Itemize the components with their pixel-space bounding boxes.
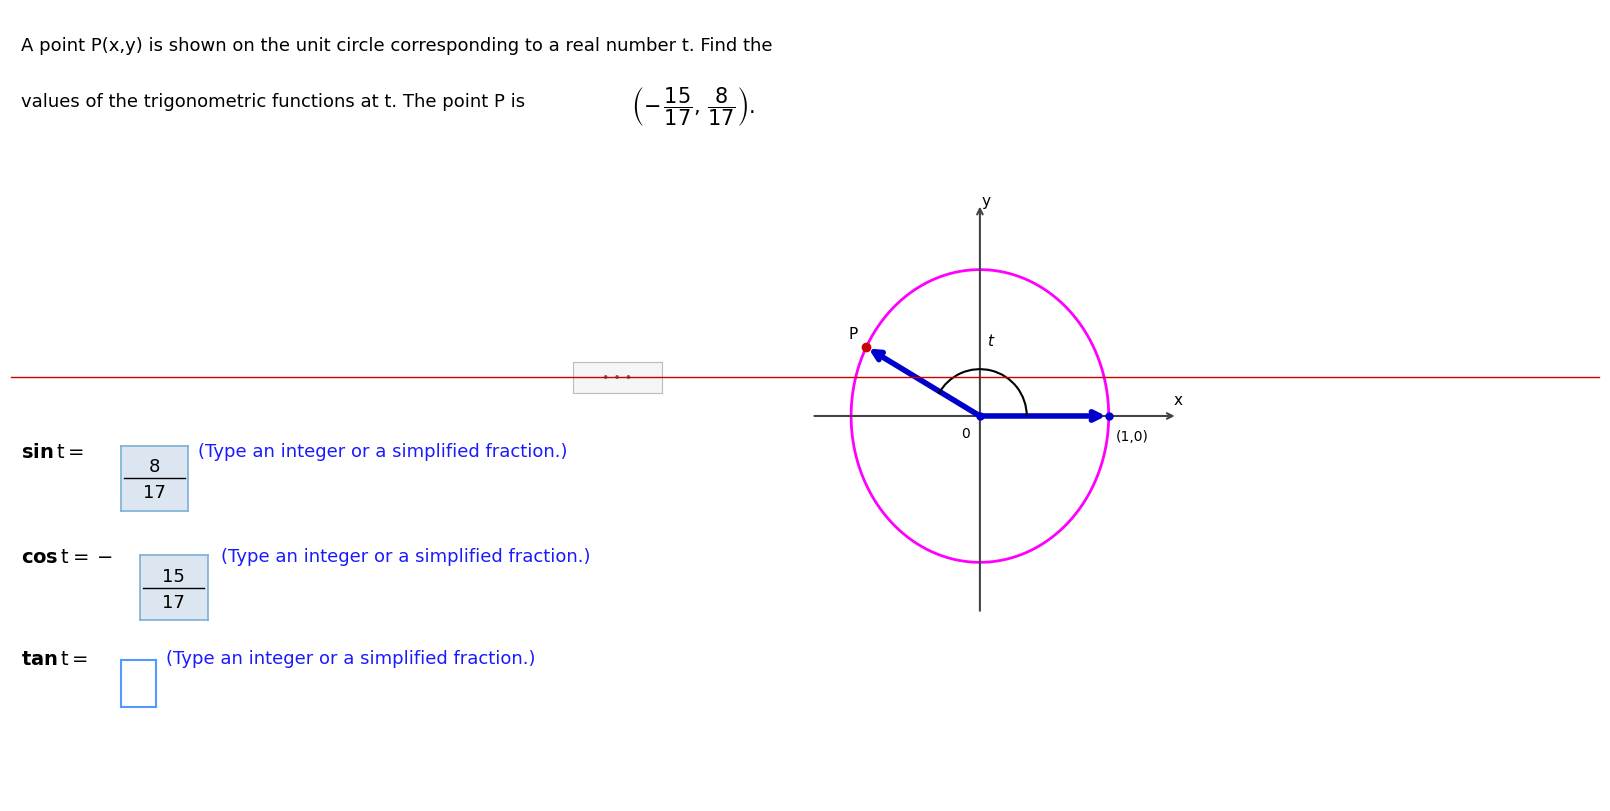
Text: t: t [987,334,993,349]
Text: $\mathbf{cos}$$\,\mathrm{t} = -$: $\mathbf{cos}$$\,\mathrm{t} = -$ [21,547,113,566]
Text: (Type an integer or a simplified fraction.): (Type an integer or a simplified fractio… [166,649,536,667]
Text: values of the trigonometric functions at t. The point P is: values of the trigonometric functions at… [21,93,525,111]
Text: 17: 17 [143,484,166,502]
Text: • • •: • • • [602,371,633,384]
Text: (1,0): (1,0) [1116,430,1150,444]
Text: 0: 0 [961,427,969,440]
Text: 17: 17 [163,594,185,611]
Text: y: y [980,194,990,209]
Text: A point P(x,y) is shown on the unit circle corresponding to a real number t. Fin: A point P(x,y) is shown on the unit circ… [21,36,773,54]
Text: 8: 8 [148,458,161,476]
Text: (Type an integer or a simplified fraction.): (Type an integer or a simplified fractio… [221,547,591,565]
Text: (Type an integer or a simplified fraction.): (Type an integer or a simplified fractio… [198,442,568,460]
Text: $\mathbf{sin}$$\,\mathrm{t} =$: $\mathbf{sin}$$\,\mathrm{t} =$ [21,442,84,461]
Text: $\left( -\,\dfrac{15}{17},\,\dfrac{8}{17} \right).$: $\left( -\,\dfrac{15}{17},\,\dfrac{8}{17… [631,85,755,128]
Text: $\mathbf{tan}$$\,\mathrm{t} =$: $\mathbf{tan}$$\,\mathrm{t} =$ [21,649,89,667]
Text: P: P [848,327,858,341]
Text: 15: 15 [163,568,185,586]
Text: x: x [1174,393,1182,408]
